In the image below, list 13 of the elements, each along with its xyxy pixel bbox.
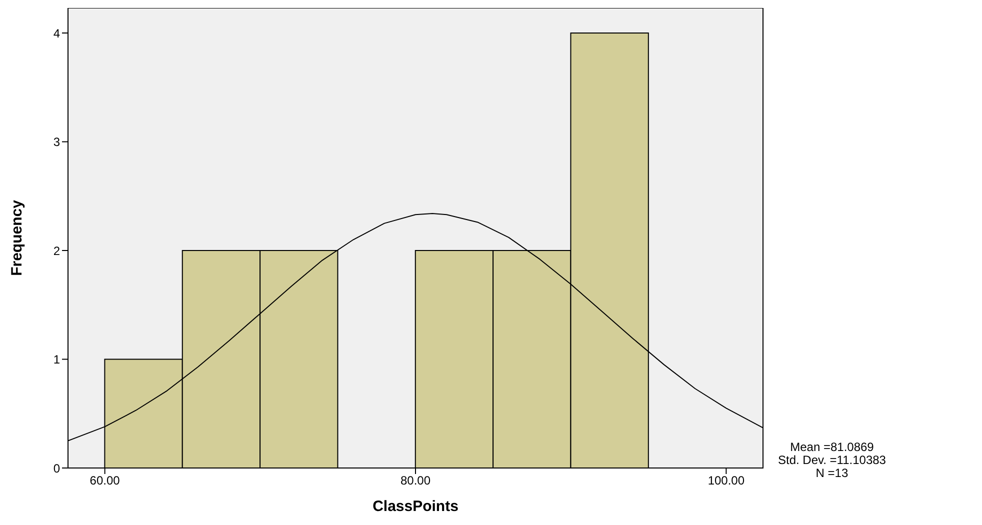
x-tick-label: 100.00 [708, 474, 745, 488]
x-axis-title: ClassPoints [372, 498, 458, 515]
y-tick-label: 2 [53, 244, 60, 258]
text: Mean =81.0869 [789, 440, 875, 454]
text: Std. Dev. =11.10383 [778, 453, 886, 467]
y-tick-label: 3 [53, 135, 60, 150]
y-tick-label: 1 [53, 352, 60, 367]
y-tick-label: 0 [53, 461, 60, 476]
x-tick-label: 80.00 [400, 474, 431, 488]
y-axis-title: Frequency [8, 199, 26, 276]
y-tick-label: 4 [53, 26, 60, 40]
x-tick-label: 60.00 [90, 474, 120, 488]
text: N =13 [814, 466, 850, 480]
